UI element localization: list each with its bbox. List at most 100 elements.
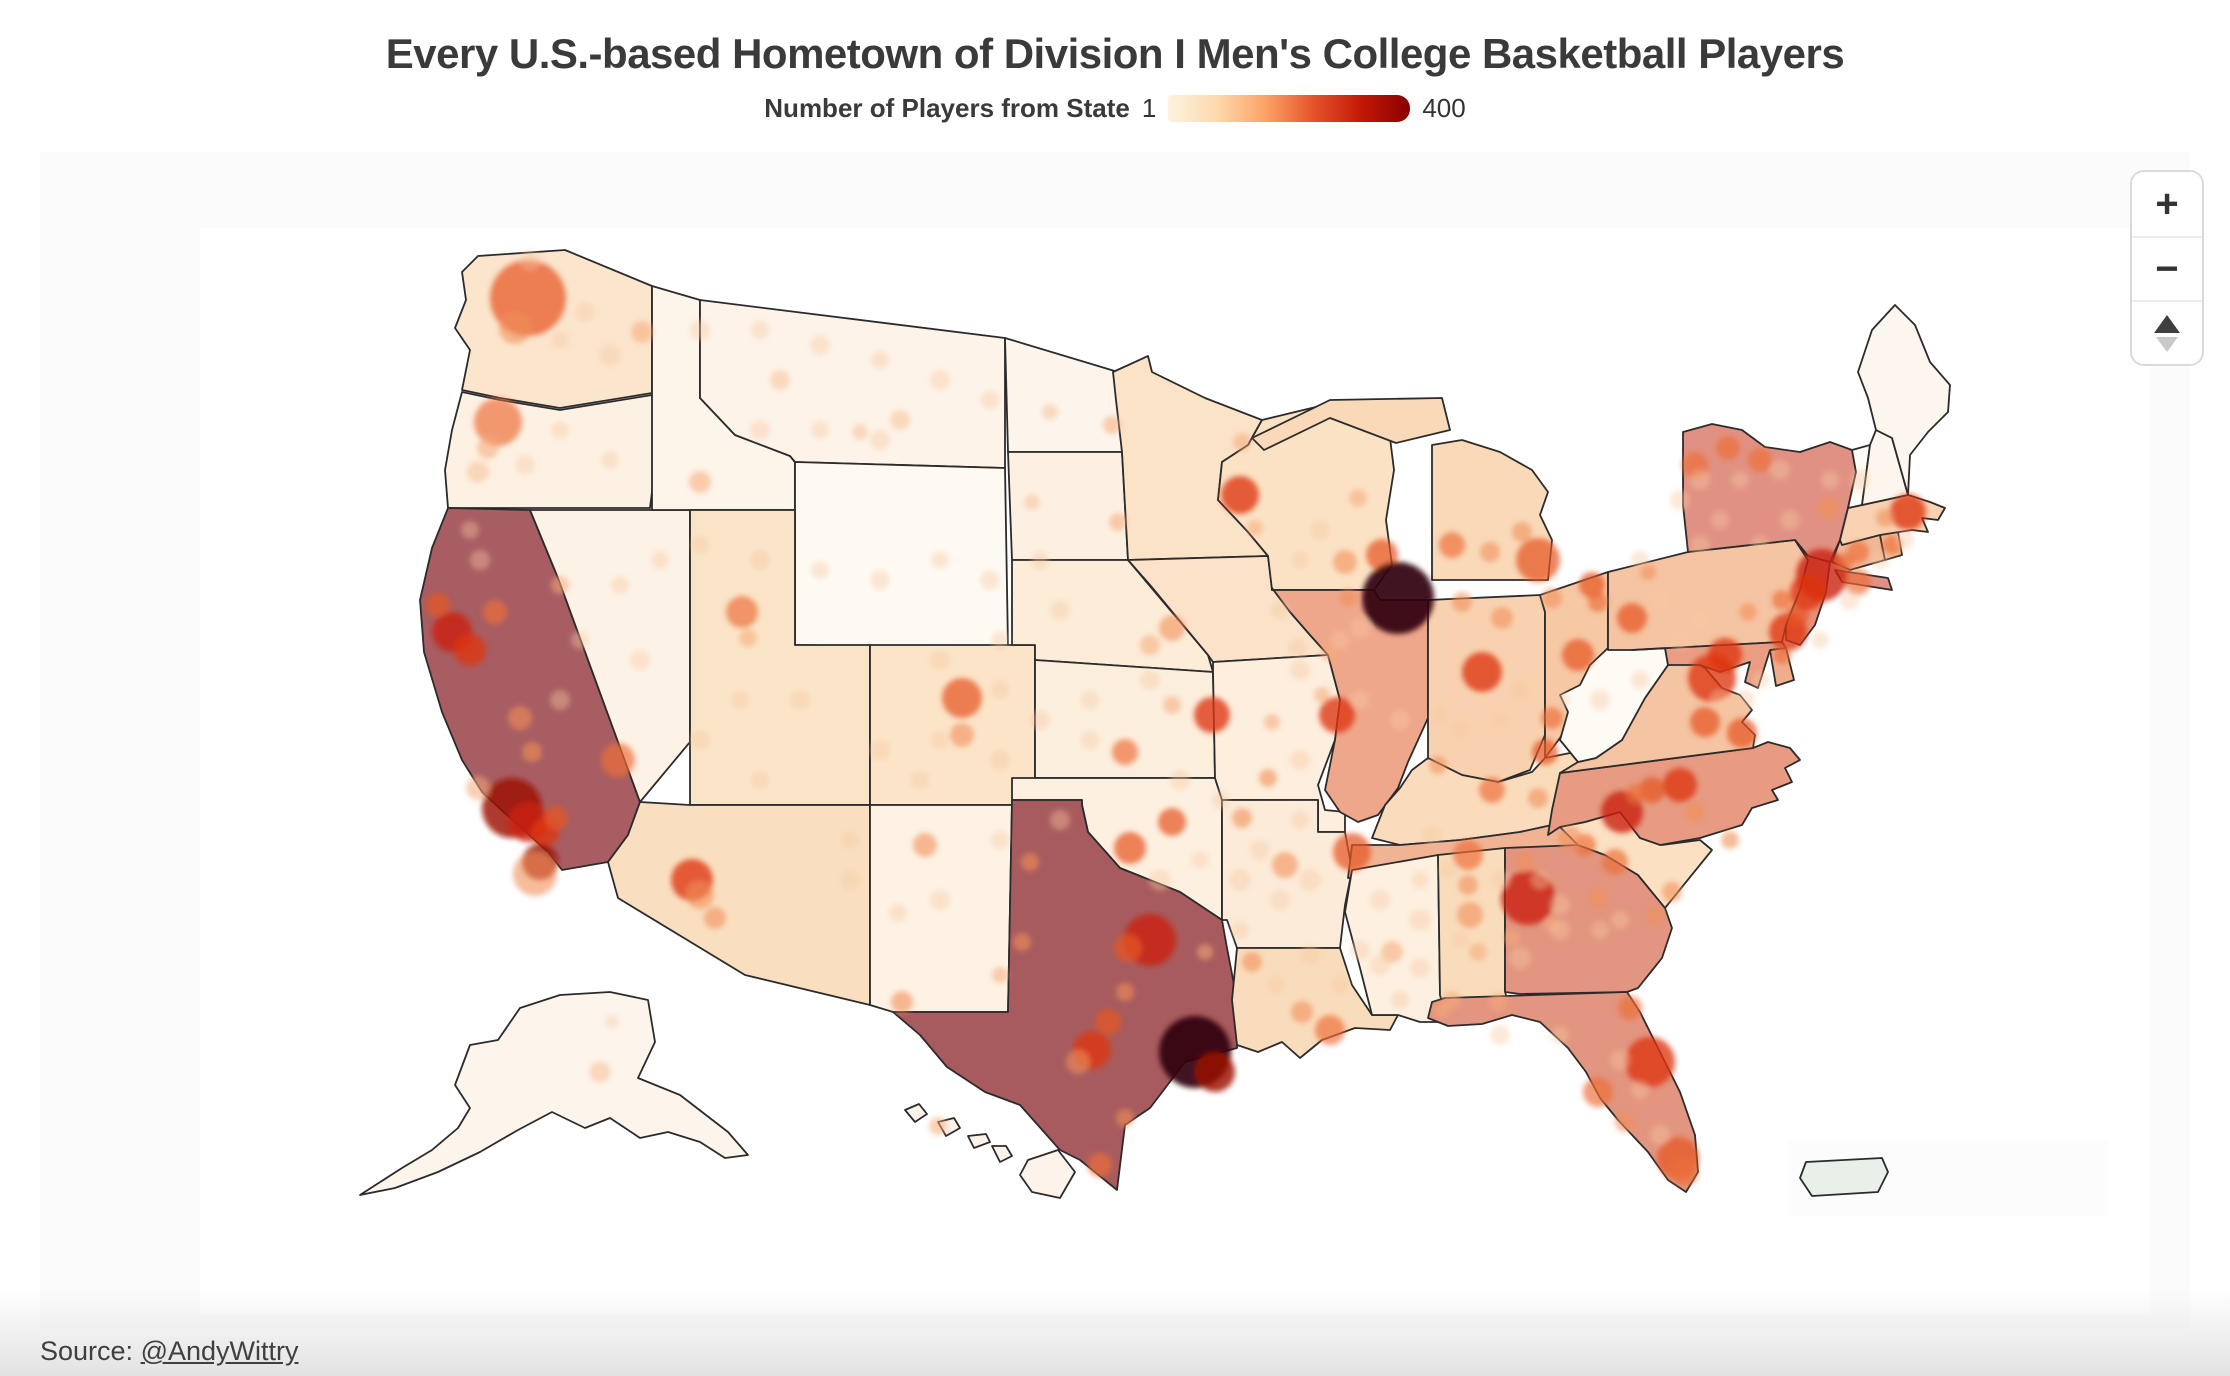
hometown-bubble[interactable] xyxy=(992,967,1008,983)
hometown-bubble[interactable] xyxy=(704,907,726,929)
hometown-bubble[interactable] xyxy=(1431,706,1449,724)
hometown-bubble[interactable] xyxy=(1690,707,1720,737)
hometown-bubble[interactable] xyxy=(1662,882,1682,902)
hometown-bubble[interactable] xyxy=(1299,869,1321,891)
hometown-bubble[interactable] xyxy=(810,335,830,355)
hometown-bubble[interactable] xyxy=(1509,947,1531,969)
hometown-bubble[interactable] xyxy=(1685,802,1705,822)
hometown-bubble[interactable] xyxy=(1291,1001,1313,1023)
hometown-bubble[interactable] xyxy=(1114,832,1146,864)
hometown-bubble[interactable] xyxy=(1370,890,1390,910)
hometown-bubble[interactable] xyxy=(1231,921,1249,939)
hometown-bubble[interactable] xyxy=(1542,588,1562,608)
hometown-bubble[interactable] xyxy=(911,771,929,789)
hometown-bubble[interactable] xyxy=(1504,930,1520,946)
hometown-bubble[interactable] xyxy=(1558,826,1582,850)
hometown-bubble[interactable] xyxy=(1409,909,1431,931)
hometown-bubble[interactable] xyxy=(1114,934,1142,962)
hometown-bubble[interactable] xyxy=(477,437,499,459)
hometown-bubble[interactable] xyxy=(1233,433,1251,451)
hometown-bubble[interactable] xyxy=(571,631,589,649)
hometown-bubble[interactable] xyxy=(1350,618,1370,638)
hometown-bubble[interactable] xyxy=(1690,535,1710,555)
state-or[interactable] xyxy=(444,391,657,509)
zoom-out-button[interactable]: − xyxy=(2132,236,2202,300)
hometown-bubble[interactable] xyxy=(930,890,950,910)
state-me[interactable] xyxy=(1857,304,1951,496)
hometown-bubble[interactable] xyxy=(1588,888,1608,908)
hometown-bubble[interactable] xyxy=(870,570,890,590)
hometown-bubble[interactable] xyxy=(1272,852,1298,878)
hometown-bubble[interactable] xyxy=(1562,639,1594,671)
hometown-bubble[interactable] xyxy=(1751,671,1769,689)
hometown-bubble[interactable] xyxy=(515,455,535,475)
state-miu[interactable] xyxy=(1251,397,1451,451)
hometown-bubble[interactable] xyxy=(551,331,569,349)
hometown-bubble[interactable] xyxy=(1264,714,1280,730)
hometown-bubble[interactable] xyxy=(1479,777,1505,803)
hometown-bubble[interactable] xyxy=(1491,711,1509,729)
hometown-bubble[interactable] xyxy=(1748,448,1772,472)
hometown-bubble[interactable] xyxy=(1271,601,1289,619)
hometown-bubble[interactable] xyxy=(1451,931,1469,949)
hometown-bubble[interactable] xyxy=(1453,840,1483,870)
hometown-bubble[interactable] xyxy=(790,690,810,710)
state-pr[interactable] xyxy=(1799,1157,1889,1197)
hometown-bubble[interactable] xyxy=(1024,494,1040,510)
hometown-bubble[interactable] xyxy=(1333,550,1357,574)
hometown-bubble[interactable] xyxy=(466,776,490,800)
hometown-bubble[interactable] xyxy=(1670,490,1690,510)
hometown-bubble[interactable] xyxy=(1149,869,1171,891)
hometown-bubble[interactable] xyxy=(467,461,489,483)
hometown-bubble[interactable] xyxy=(1290,750,1310,770)
zoom-in-button[interactable]: + xyxy=(2132,172,2202,236)
hometown-bubble[interactable] xyxy=(1821,471,1839,489)
hometown-bubble[interactable] xyxy=(1532,739,1558,765)
hometown-bubble[interactable] xyxy=(1333,833,1371,871)
hometown-bubble[interactable] xyxy=(1650,1125,1670,1145)
hometown-bubble[interactable] xyxy=(1512,522,1532,542)
hometown-bubble[interactable] xyxy=(1030,710,1050,730)
hometown-bubble[interactable] xyxy=(520,250,540,270)
hometown-bubble[interactable] xyxy=(931,551,949,569)
hometown-bubble[interactable] xyxy=(1310,520,1330,540)
hometown-bubble[interactable] xyxy=(1088,1153,1112,1177)
state-hi4[interactable] xyxy=(991,1145,1013,1163)
hometown-bubble[interactable] xyxy=(1780,510,1800,530)
hometown-bubble[interactable] xyxy=(1691,611,1709,629)
hometown-bubble[interactable] xyxy=(1458,875,1478,895)
hometown-bubble[interactable] xyxy=(991,681,1009,699)
hometown-bubble[interactable] xyxy=(1140,670,1160,690)
hometown-bubble[interactable] xyxy=(426,593,450,617)
hometown-bubble[interactable] xyxy=(1081,731,1099,749)
source-link[interactable]: @AndyWittry xyxy=(140,1336,299,1366)
hometown-bubble[interactable] xyxy=(1291,551,1309,569)
hometown-bubble[interactable] xyxy=(1290,660,1310,680)
hometown-bubble[interactable] xyxy=(811,421,829,439)
hometown-bubble[interactable] xyxy=(1528,788,1548,808)
hometown-bubble[interactable] xyxy=(1688,654,1736,702)
state-az[interactable] xyxy=(607,801,871,1006)
hometown-bubble[interactable] xyxy=(726,596,758,628)
hometown-bubble[interactable] xyxy=(1319,697,1355,733)
hometown-bubble[interactable] xyxy=(950,723,974,747)
hometown-bubble[interactable] xyxy=(1452,592,1472,612)
hometown-bubble[interactable] xyxy=(454,634,486,666)
hometown-bubble[interactable] xyxy=(1670,630,1690,650)
hometown-bubble[interactable] xyxy=(1066,1050,1090,1074)
hometown-bubble[interactable] xyxy=(1588,592,1608,612)
hometown-bubble[interactable] xyxy=(550,690,570,710)
hometown-bubble[interactable] xyxy=(1583,1077,1613,1107)
hometown-bubble[interactable] xyxy=(461,521,479,539)
hometown-bubble[interactable] xyxy=(751,771,769,789)
state-nd[interactable] xyxy=(1004,337,1123,453)
hometown-bubble[interactable] xyxy=(1469,943,1487,961)
us-map[interactable] xyxy=(40,152,2190,1330)
hometown-bubble[interactable] xyxy=(1811,631,1829,649)
state-hi1[interactable] xyxy=(904,1103,928,1123)
hometown-bubble[interactable] xyxy=(1711,511,1729,529)
hometown-bubble[interactable] xyxy=(931,731,949,749)
hometown-bubble[interactable] xyxy=(499,312,531,344)
hometown-bubble[interactable] xyxy=(890,410,910,430)
hometown-bubble[interactable] xyxy=(483,600,507,624)
